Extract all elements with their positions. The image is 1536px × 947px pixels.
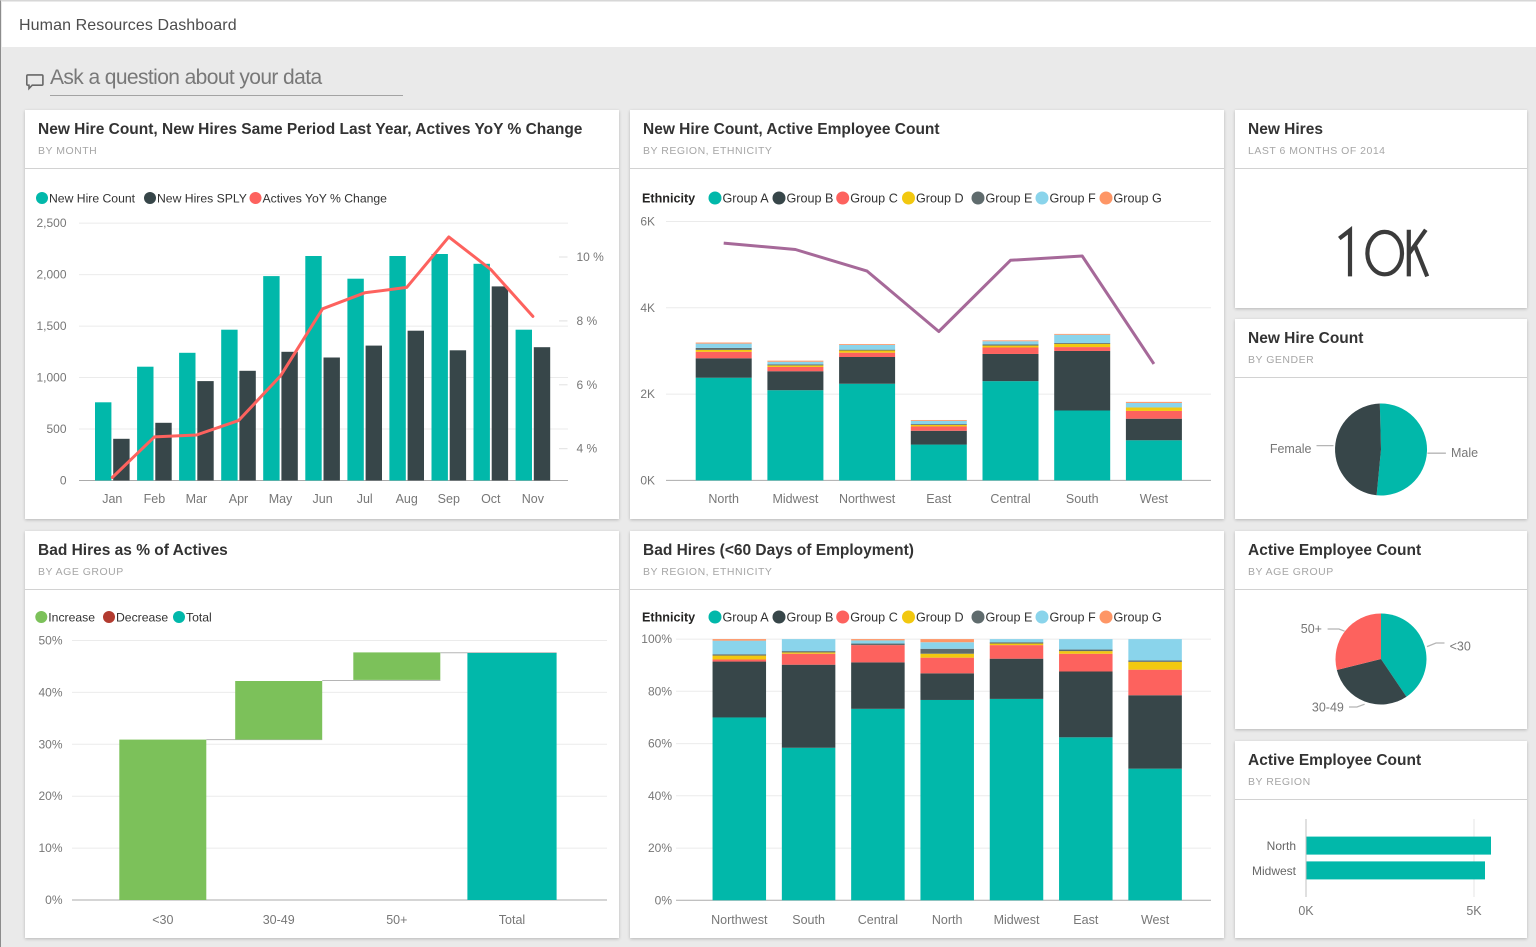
svg-text:Sep: Sep xyxy=(438,492,460,506)
svg-text:10 %: 10 % xyxy=(577,250,605,264)
svg-text:30-49: 30-49 xyxy=(263,913,295,927)
svg-text:4 %: 4 % xyxy=(577,442,598,456)
svg-text:Oct: Oct xyxy=(481,492,501,506)
svg-text:New Hires SPLY: New Hires SPLY xyxy=(157,192,247,206)
svg-text:Female: Female xyxy=(1270,442,1312,456)
svg-text:60%: 60% xyxy=(648,737,672,751)
svg-text:Mar: Mar xyxy=(186,492,208,506)
svg-text:Group G: Group G xyxy=(1114,611,1162,625)
svg-text:Central: Central xyxy=(858,913,898,927)
svg-text:40%: 40% xyxy=(648,789,672,803)
svg-text:2K: 2K xyxy=(640,387,655,401)
svg-text:10%: 10% xyxy=(38,841,62,855)
svg-text:8 %: 8 % xyxy=(577,314,598,328)
svg-text:Aug: Aug xyxy=(396,492,418,506)
svg-text:Central: Central xyxy=(990,492,1030,506)
svg-text:Group A: Group A xyxy=(723,192,770,206)
svg-text:Nov: Nov xyxy=(522,492,545,506)
svg-text:West: West xyxy=(1141,913,1170,927)
svg-text:100%: 100% xyxy=(641,632,672,646)
svg-text:Jun: Jun xyxy=(313,492,333,506)
svg-text:50+: 50+ xyxy=(386,913,407,927)
svg-text:North: North xyxy=(708,492,739,506)
svg-text:East: East xyxy=(926,492,952,506)
svg-text:Feb: Feb xyxy=(144,492,166,506)
svg-text:Northwest: Northwest xyxy=(711,913,768,927)
svg-text:West: West xyxy=(1140,492,1169,506)
svg-text:500: 500 xyxy=(46,422,66,436)
svg-text:South: South xyxy=(792,913,825,927)
svg-text:Apr: Apr xyxy=(229,492,248,506)
svg-text:Decrease: Decrease xyxy=(116,611,168,625)
svg-text:2,500: 2,500 xyxy=(36,216,66,230)
svg-text:Jul: Jul xyxy=(357,492,373,506)
svg-text:Group C: Group C xyxy=(850,611,898,625)
svg-text:Midwest: Midwest xyxy=(772,492,818,506)
svg-text:6 %: 6 % xyxy=(577,378,598,392)
svg-text:May: May xyxy=(269,492,293,506)
svg-text:Group A: Group A xyxy=(723,611,770,625)
svg-text:North: North xyxy=(932,913,963,927)
svg-text:Midwest: Midwest xyxy=(994,913,1040,927)
svg-text:1,500: 1,500 xyxy=(36,319,66,333)
svg-text:Total: Total xyxy=(499,913,525,927)
svg-text:Actives YoY % Change: Actives YoY % Change xyxy=(263,192,388,206)
svg-text:Group E: Group E xyxy=(986,611,1033,625)
svg-text:50+: 50+ xyxy=(1301,622,1322,636)
svg-text:Group F: Group F xyxy=(1050,192,1097,206)
svg-text:2,000: 2,000 xyxy=(36,268,66,282)
svg-text:20%: 20% xyxy=(38,789,62,803)
svg-text:Male: Male xyxy=(1451,446,1478,460)
svg-text:South: South xyxy=(1066,492,1099,506)
svg-text:6K: 6K xyxy=(640,215,655,229)
svg-text:New Hire Count: New Hire Count xyxy=(49,192,136,206)
svg-text:0%: 0% xyxy=(45,893,63,907)
svg-text:0K: 0K xyxy=(1298,904,1314,918)
svg-text:0K: 0K xyxy=(640,473,655,487)
svg-text:Group F: Group F xyxy=(1050,611,1097,625)
svg-text:Group D: Group D xyxy=(916,192,964,206)
svg-text:North: North xyxy=(1267,839,1296,853)
svg-text:Increase: Increase xyxy=(48,611,95,625)
svg-text:4K: 4K xyxy=(640,301,655,315)
svg-text:Group D: Group D xyxy=(916,611,964,625)
svg-text:5K: 5K xyxy=(1466,904,1482,918)
svg-text:30%: 30% xyxy=(38,737,62,751)
svg-text:East: East xyxy=(1073,913,1099,927)
svg-text:40%: 40% xyxy=(38,685,62,699)
svg-text:0%: 0% xyxy=(655,893,673,907)
svg-text:Total: Total xyxy=(186,611,212,625)
svg-text:Group B: Group B xyxy=(787,611,834,625)
svg-text:Group G: Group G xyxy=(1114,192,1162,206)
svg-text:20%: 20% xyxy=(648,841,672,855)
svg-text:1,000: 1,000 xyxy=(36,371,66,385)
svg-text:Ethnicity: Ethnicity xyxy=(642,192,695,206)
svg-text:Group C: Group C xyxy=(850,192,898,206)
svg-text:<30: <30 xyxy=(1450,640,1471,654)
svg-text:0: 0 xyxy=(60,474,67,488)
svg-text:Midwest: Midwest xyxy=(1252,864,1297,878)
svg-text:Group B: Group B xyxy=(787,192,834,206)
svg-text:Northwest: Northwest xyxy=(839,492,896,506)
svg-text:80%: 80% xyxy=(648,684,672,698)
svg-text:Jan: Jan xyxy=(102,492,122,506)
svg-text:Ethnicity: Ethnicity xyxy=(642,611,695,625)
svg-text:50%: 50% xyxy=(38,634,62,648)
svg-text:<30: <30 xyxy=(152,913,173,927)
svg-text:Group E: Group E xyxy=(986,192,1033,206)
svg-text:30-49: 30-49 xyxy=(1312,701,1344,715)
